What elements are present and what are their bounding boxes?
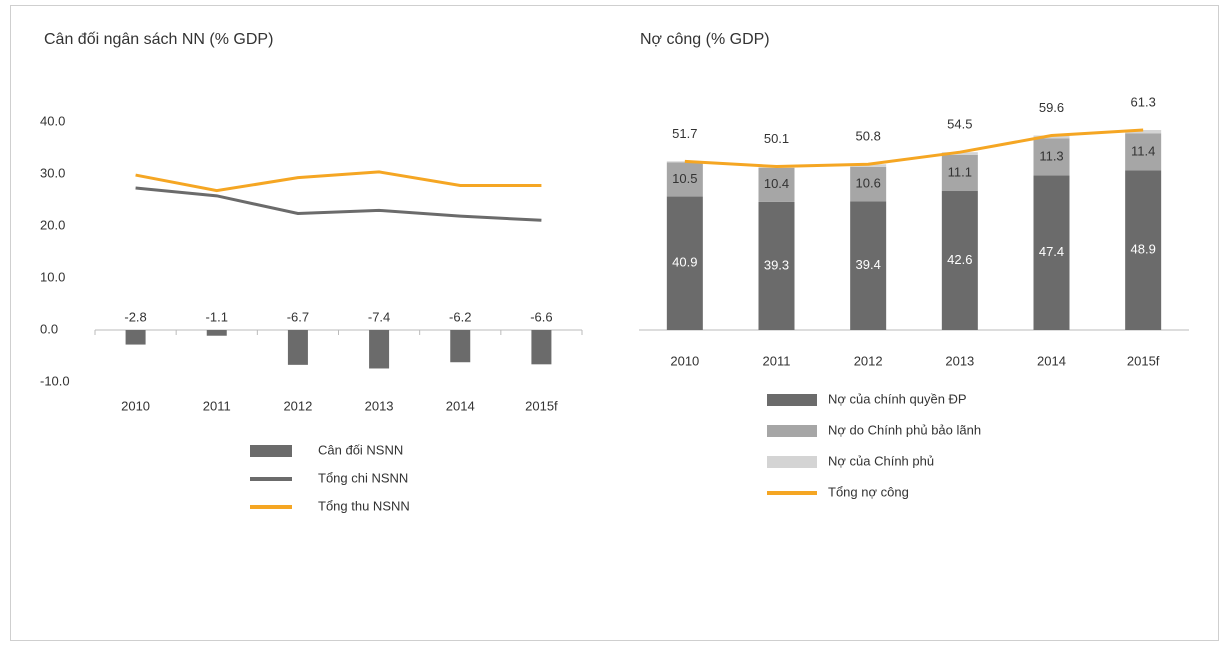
data-label: -6.6	[530, 309, 552, 324]
chart-title: Nợ công (% GDP)	[640, 31, 770, 48]
y-tick-label: 40.0	[40, 113, 65, 128]
x-tick-label: 2015f	[525, 398, 558, 413]
bar-segment	[758, 201, 795, 330]
x-tick-label: 2012	[283, 398, 312, 413]
data-label: 42.6	[947, 252, 972, 267]
x-tick-label: 2012	[854, 353, 883, 368]
bar-segment	[1125, 133, 1162, 171]
line	[135, 170, 542, 193]
legend-swatch	[767, 456, 817, 468]
data-label: -6.2	[449, 309, 471, 324]
y-tick-label: 30.0	[40, 165, 65, 180]
frame	[10, 5, 1219, 641]
bar-segment	[1033, 175, 1070, 330]
bar-segment	[941, 191, 978, 330]
legend-label: Nợ của Chính phủ	[828, 453, 934, 468]
data-label: 48.9	[1131, 242, 1156, 257]
x-tick-label: 2013	[365, 398, 394, 413]
legend-label: Cân đối NSNN	[318, 442, 403, 457]
data-label: 54.5	[947, 117, 972, 132]
data-label: 50.8	[856, 129, 881, 144]
bar	[450, 330, 471, 363]
data-label: -2.8	[124, 309, 146, 324]
data-label: -7.4	[368, 309, 390, 324]
legend-label: Tổng nợ công	[828, 484, 909, 499]
legend-label: Nợ do Chính phủ bảo lãnh	[828, 422, 981, 437]
legend-label: Nợ của chính quyền ĐP	[828, 391, 967, 406]
bar	[369, 330, 390, 369]
data-label: 40.9	[672, 255, 697, 270]
data-label: 11.4	[1131, 143, 1155, 158]
x-tick-label: 2014	[1037, 353, 1066, 368]
y-tick-label: 10.0	[40, 269, 65, 284]
bar-segment	[850, 201, 887, 330]
data-label: 11.1	[948, 164, 972, 179]
data-label: 61.3	[1131, 94, 1156, 109]
data-label: -6.7	[287, 309, 309, 324]
legend-label: Tổng thu NSNN	[318, 498, 410, 513]
data-label: 50.1	[764, 131, 789, 146]
bar	[125, 330, 146, 345]
chart-title: Cân đối ngân sách NN (% GDP)	[44, 31, 273, 48]
x-tick-label: 2014	[446, 398, 475, 413]
legend-swatch	[767, 394, 817, 406]
x-tick-label: 2013	[945, 353, 974, 368]
bar	[531, 330, 552, 365]
data-label: 11.3	[1039, 148, 1063, 163]
data-label: 51.7	[672, 126, 697, 141]
line	[684, 128, 1144, 169]
x-tick-label: 2010	[121, 398, 150, 413]
data-label: -1.1	[206, 309, 228, 324]
bar-segment	[666, 196, 703, 330]
y-tick-label: 20.0	[40, 217, 65, 232]
bar-segment	[666, 162, 703, 197]
bar-segment	[1033, 138, 1070, 176]
bar	[287, 330, 308, 365]
legend-swatch	[250, 445, 292, 457]
data-label: 47.4	[1039, 244, 1064, 259]
data-label: 39.3	[764, 257, 789, 272]
x-tick-label: 2011	[763, 353, 791, 368]
bar-segment	[1125, 170, 1162, 330]
legend-label: Tổng chi NSNN	[318, 470, 408, 485]
bar-segment	[1125, 130, 1162, 134]
x-tick-label: 2015f	[1127, 353, 1160, 368]
bar	[206, 330, 227, 336]
bar-segment	[758, 167, 795, 202]
legend-swatch	[767, 425, 817, 437]
x-tick-label: 2011	[203, 398, 231, 413]
data-label: 10.6	[856, 176, 881, 191]
data-label: 39.4	[856, 257, 881, 272]
data-label: 59.6	[1039, 100, 1064, 115]
bar-segment	[941, 154, 978, 192]
x-tick-label: 2010	[670, 353, 699, 368]
data-label: 10.5	[672, 171, 697, 186]
bar-segment	[850, 166, 887, 202]
y-tick-label: 0.0	[40, 321, 58, 336]
y-tick-label: -10.0	[40, 373, 70, 388]
line	[135, 186, 542, 222]
data-label: 10.4	[764, 176, 789, 191]
